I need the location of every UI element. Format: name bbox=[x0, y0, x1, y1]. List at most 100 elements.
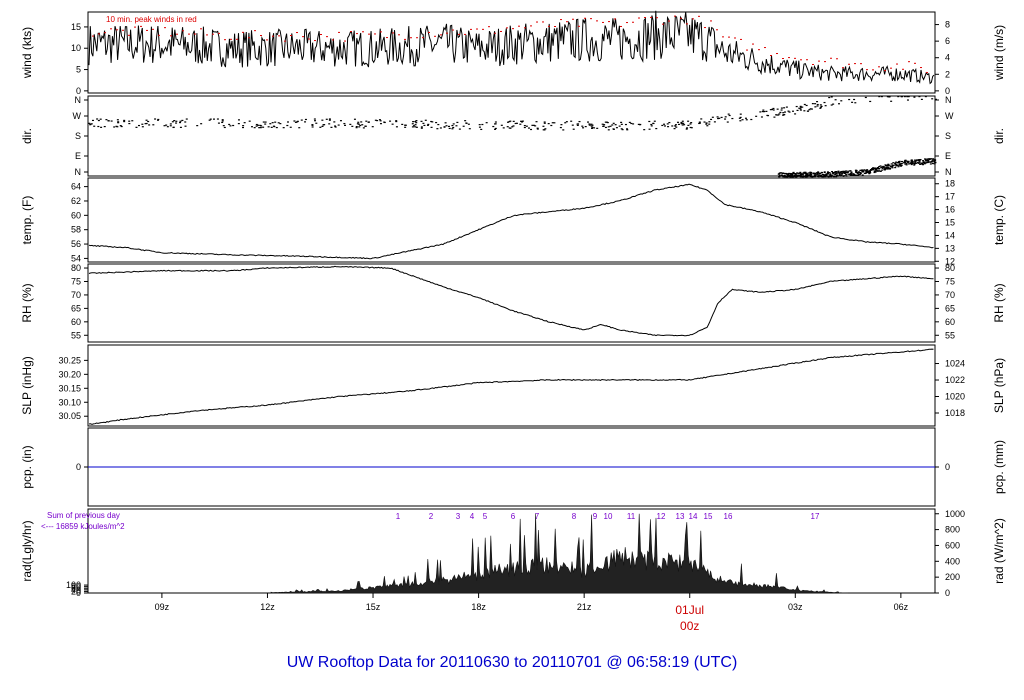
gust-marker bbox=[518, 25, 520, 27]
direction-dot bbox=[451, 124, 454, 127]
direction-dot bbox=[141, 126, 144, 128]
direction-dot bbox=[789, 176, 792, 178]
gust-marker bbox=[404, 38, 406, 40]
direction-dot bbox=[913, 96, 916, 98]
direction-dot bbox=[173, 120, 176, 122]
direction-dot bbox=[404, 126, 407, 128]
direction-dot bbox=[221, 121, 224, 124]
gust-marker bbox=[464, 33, 466, 35]
left-tick-label: 30.25 bbox=[58, 355, 81, 365]
direction-dot bbox=[857, 174, 860, 176]
direction-dot bbox=[322, 124, 325, 126]
direction-dot bbox=[93, 125, 96, 127]
direction-dot bbox=[873, 167, 876, 169]
direction-dot bbox=[812, 172, 815, 174]
direction-dot bbox=[536, 127, 539, 129]
direction-dot bbox=[839, 171, 842, 173]
direction-dot bbox=[685, 128, 688, 130]
direction-dot bbox=[711, 116, 714, 118]
direction-dot bbox=[796, 174, 799, 177]
direction-dot bbox=[869, 100, 872, 103]
direction-dot bbox=[99, 118, 102, 120]
direction-dot bbox=[911, 161, 914, 163]
left-tick-label: 60 bbox=[71, 583, 81, 593]
direction-dot bbox=[166, 126, 169, 128]
direction-dot bbox=[792, 171, 795, 174]
direction-dot bbox=[738, 117, 741, 119]
right-tick-label: 80 bbox=[945, 263, 955, 273]
direction-dot bbox=[389, 120, 392, 122]
right-axis-label: pcp. (mm) bbox=[992, 440, 1006, 494]
gust-marker bbox=[272, 35, 274, 37]
direction-dot bbox=[799, 171, 802, 173]
direction-dot bbox=[650, 123, 653, 126]
direction-dot bbox=[928, 158, 931, 160]
direction-dot bbox=[824, 105, 827, 107]
gust-marker bbox=[794, 57, 796, 59]
direction-dot bbox=[817, 171, 820, 173]
direction-dot bbox=[816, 175, 819, 177]
direction-dot bbox=[887, 163, 890, 165]
direction-dot bbox=[602, 125, 605, 127]
gust-marker bbox=[302, 36, 304, 38]
sun-hour-label: 16 bbox=[724, 512, 733, 521]
sun-hour-label: 14 bbox=[689, 512, 698, 521]
direction-dot bbox=[922, 161, 925, 163]
direction-dot bbox=[298, 127, 301, 129]
direction-dot bbox=[865, 172, 868, 174]
direction-dot bbox=[836, 175, 839, 177]
right-tick-label: 1018 bbox=[945, 408, 965, 418]
direction-dot bbox=[820, 172, 823, 174]
gust-marker bbox=[320, 34, 322, 36]
direction-dot bbox=[845, 170, 848, 172]
right-tick-label: 16 bbox=[945, 205, 955, 215]
direction-dot bbox=[344, 124, 347, 126]
direction-dot bbox=[883, 167, 886, 169]
direction-dot bbox=[786, 176, 789, 178]
direction-dot bbox=[804, 176, 807, 178]
gust-marker bbox=[338, 31, 340, 33]
direction-dot bbox=[339, 120, 342, 122]
gust-marker bbox=[248, 37, 250, 39]
direction-dot bbox=[794, 176, 797, 178]
right-tick-label: 17 bbox=[945, 192, 955, 202]
direction-dot bbox=[169, 123, 172, 125]
direction-dot bbox=[826, 175, 829, 177]
direction-dot bbox=[841, 172, 844, 174]
direction-dot bbox=[881, 166, 884, 168]
left-tick-label: S bbox=[75, 131, 81, 141]
direction-dot bbox=[480, 128, 483, 131]
direction-dot bbox=[899, 165, 902, 167]
gust-marker bbox=[476, 28, 478, 30]
direction-dot bbox=[404, 124, 407, 126]
gust-marker bbox=[314, 40, 316, 42]
left-tick-label: 30.10 bbox=[58, 397, 81, 407]
date-label: 01Jul bbox=[675, 603, 704, 617]
direction-dot bbox=[894, 163, 897, 165]
wind-speed-line bbox=[88, 10, 935, 85]
right-tick-label: N bbox=[945, 167, 952, 177]
direction-dot bbox=[791, 110, 794, 112]
direction-dot bbox=[334, 125, 337, 127]
direction-dot bbox=[120, 125, 123, 128]
right-axis-label: wind (m/s) bbox=[992, 25, 1006, 81]
direction-dot bbox=[820, 105, 823, 107]
direction-dot bbox=[934, 98, 937, 100]
right-axis-label: RH (%) bbox=[992, 283, 1006, 322]
direction-dot bbox=[591, 124, 594, 126]
direction-dot bbox=[886, 166, 889, 168]
direction-dot bbox=[864, 172, 867, 175]
right-tick-label: 13 bbox=[945, 243, 955, 253]
direction-dot bbox=[282, 127, 285, 129]
direction-dot bbox=[863, 169, 866, 171]
direction-dot bbox=[837, 103, 840, 105]
panel-rh: RH (%) RH (%) 55 60 65 70 75 80 55 60 65 70 75 80 bbox=[20, 263, 1006, 343]
right-tick-label: 800 bbox=[945, 525, 960, 535]
direction-dot bbox=[367, 121, 370, 123]
direction-dot bbox=[814, 103, 817, 105]
direction-dot bbox=[525, 125, 528, 127]
direction-dot bbox=[874, 171, 877, 173]
left-tick-label: 0 bbox=[76, 86, 81, 96]
direction-dot bbox=[536, 128, 539, 130]
direction-dot bbox=[328, 118, 331, 120]
